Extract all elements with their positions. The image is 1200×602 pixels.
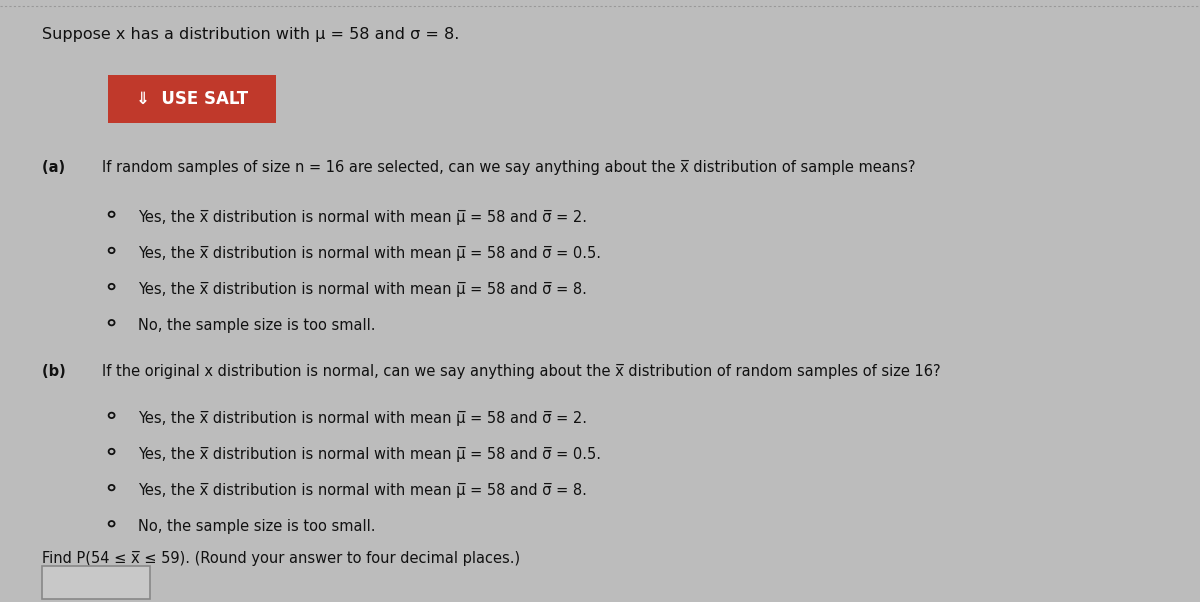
Text: Yes, the x̅ distribution is normal with mean μ̅ = 58 and σ̅ = 8.: Yes, the x̅ distribution is normal with … (138, 483, 587, 498)
Text: Find P(54 ≤ x̅ ≤ 59). (Round your answer to four decimal places.): Find P(54 ≤ x̅ ≤ 59). (Round your answer… (42, 551, 520, 566)
Text: Yes, the x̅ distribution is normal with mean μ̅ = 58 and σ̅ = 2.: Yes, the x̅ distribution is normal with … (138, 411, 587, 426)
FancyBboxPatch shape (95, 72, 289, 127)
Text: (b): (b) (42, 364, 76, 379)
Text: Yes, the x̅ distribution is normal with mean μ̅ = 58 and σ̅ = 8.: Yes, the x̅ distribution is normal with … (138, 282, 587, 297)
Text: ⇓  USE SALT: ⇓ USE SALT (136, 90, 248, 108)
Text: Yes, the x̅ distribution is normal with mean μ̅ = 58 and σ̅ = 2.: Yes, the x̅ distribution is normal with … (138, 209, 587, 225)
Text: Yes, the x̅ distribution is normal with mean μ̅ = 58 and σ̅ = 0.5.: Yes, the x̅ distribution is normal with … (138, 246, 601, 261)
Text: No, the sample size is too small.: No, the sample size is too small. (138, 318, 376, 333)
Text: (a): (a) (42, 160, 76, 175)
Text: If the original x distribution is normal, can we say anything about the x̅ distr: If the original x distribution is normal… (102, 364, 941, 379)
Text: Yes, the x̅ distribution is normal with mean μ̅ = 58 and σ̅ = 0.5.: Yes, the x̅ distribution is normal with … (138, 447, 601, 462)
Text: No, the sample size is too small.: No, the sample size is too small. (138, 519, 376, 534)
Text: If random samples of size n = 16 are selected, can we say anything about the x̅ : If random samples of size n = 16 are sel… (102, 160, 916, 175)
Text: Suppose x has a distribution with μ = 58 and σ = 8.: Suppose x has a distribution with μ = 58… (42, 27, 460, 42)
Bar (42, 566, 150, 599)
